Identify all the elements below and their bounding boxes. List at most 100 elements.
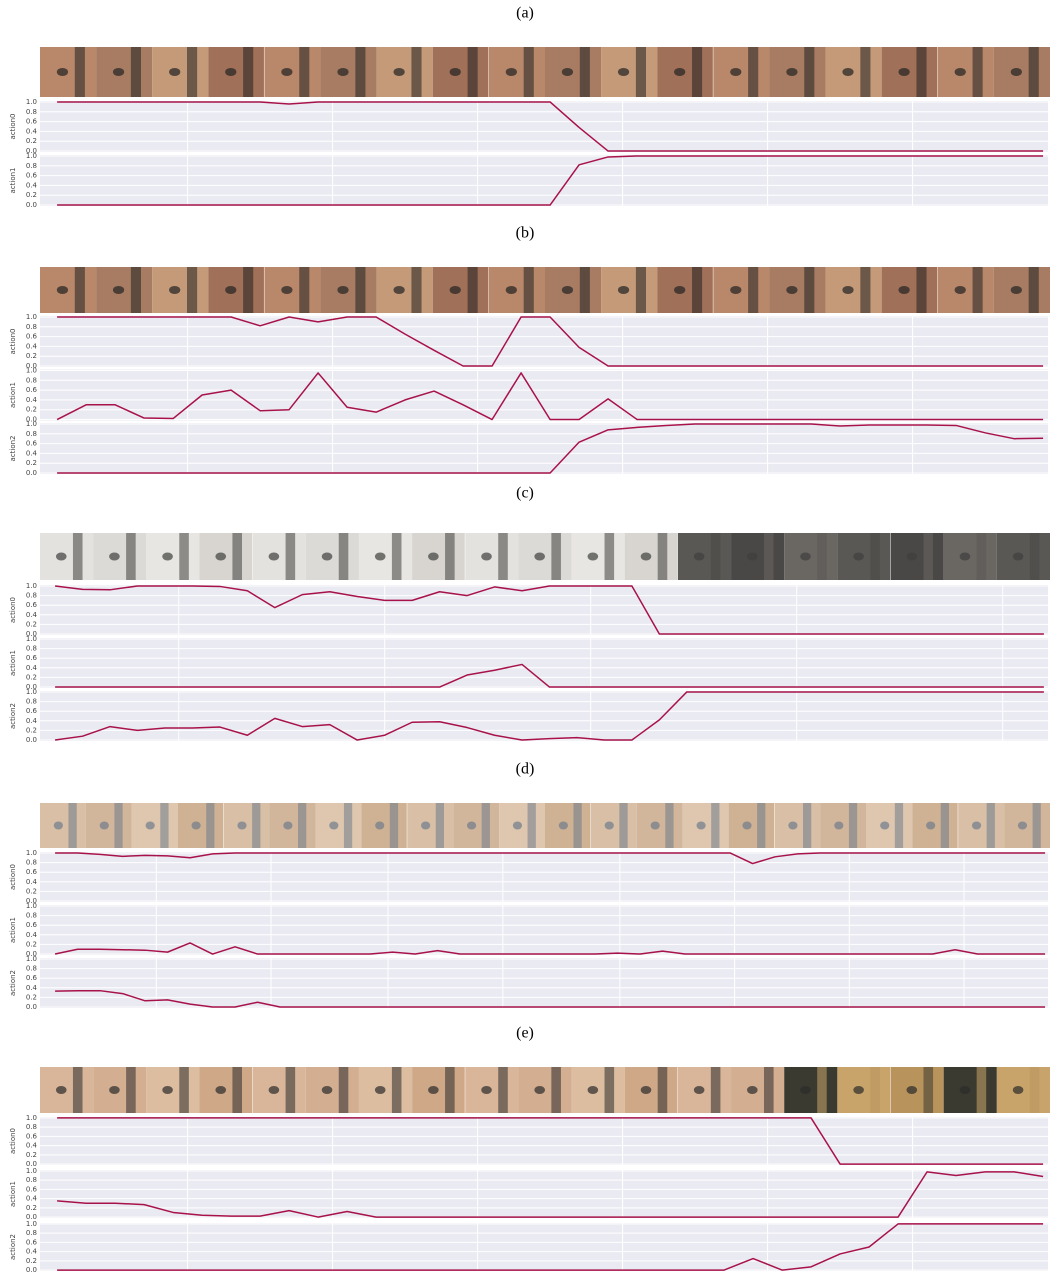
frame-detail <box>73 533 83 580</box>
video-frame <box>264 267 320 313</box>
frame-detail <box>113 286 124 294</box>
frame-detail <box>450 286 461 294</box>
video-frame <box>178 803 224 848</box>
y-tick-label: 0.2 <box>26 887 37 895</box>
frame-detail <box>57 286 68 294</box>
frame-detail <box>804 47 814 97</box>
frame-detail <box>113 68 124 76</box>
frame-detail <box>960 553 971 561</box>
video-frame <box>465 533 518 580</box>
frame-detail <box>730 68 741 76</box>
y-axis-label: action1 <box>9 1181 17 1207</box>
y-tick-label: 1.0 <box>26 98 37 106</box>
y-tick-label: 0.6 <box>26 333 38 341</box>
frame-detail <box>524 47 534 97</box>
video-frame <box>625 1067 678 1113</box>
video-frame <box>361 803 407 848</box>
frame-detail <box>411 267 421 313</box>
frame-detail <box>817 1067 827 1113</box>
frame-detail <box>337 286 348 294</box>
frame-detail <box>658 533 668 580</box>
frame-detail <box>895 803 903 848</box>
frame-detail <box>513 822 522 830</box>
video-frame <box>96 267 152 313</box>
frame-detail <box>849 803 857 848</box>
frame-detail <box>899 68 910 76</box>
frame-detail <box>817 533 827 580</box>
frame-detail <box>283 822 292 830</box>
frame-detail <box>1011 68 1022 76</box>
frame-detail <box>337 68 348 76</box>
y-tick-label: 0.6 <box>26 440 38 448</box>
frame-detail <box>853 1086 864 1094</box>
frame-detail <box>842 286 853 294</box>
frame-detail <box>748 47 758 97</box>
frame-detail <box>298 803 306 848</box>
y-tick-label: 0.0 <box>26 736 37 744</box>
panel-title: (b) <box>516 225 535 242</box>
y-tick-label: 1.0 <box>26 635 37 643</box>
frame-detail <box>468 267 478 313</box>
plot-background <box>40 1170 1048 1218</box>
frame-detail <box>1011 286 1022 294</box>
frame-detail <box>618 68 629 76</box>
y-tick-label: 0.8 <box>26 1123 37 1131</box>
y-tick-label: 0.0 <box>26 201 37 209</box>
y-tick-label: 0.2 <box>26 1204 37 1212</box>
frame-detail <box>786 286 797 294</box>
video-frame <box>591 803 637 848</box>
video-frame <box>465 1067 518 1113</box>
frame-detail <box>243 267 253 313</box>
video-frame <box>270 803 316 848</box>
y-tick-label: 1.0 <box>26 1114 37 1122</box>
y-tick-label: 0.8 <box>26 965 37 973</box>
frame-detail <box>392 1067 402 1113</box>
y-axis-label: action2 <box>9 703 17 729</box>
frame-detail <box>215 553 226 561</box>
video-frame <box>264 47 320 97</box>
frame-detail <box>977 533 987 580</box>
y-tick-label: 0.0 <box>26 469 37 477</box>
y-tick-label: 0.6 <box>26 921 38 929</box>
video-frame <box>731 1067 784 1113</box>
frame-detail <box>215 1086 226 1094</box>
y-tick-label: 1.0 <box>26 955 37 963</box>
frame-detail <box>562 286 573 294</box>
frame-detail <box>674 68 685 76</box>
frame-detail <box>803 803 811 848</box>
frame-detail <box>179 533 189 580</box>
frame-detail <box>281 68 292 76</box>
y-tick-label: 0.2 <box>26 726 37 734</box>
video-frame <box>152 267 208 313</box>
frame-detail <box>445 1067 455 1113</box>
frame-detail <box>281 286 292 294</box>
video-frame <box>208 267 264 313</box>
frame-detail <box>506 286 517 294</box>
plot-background <box>40 958 1048 1008</box>
frame-detail <box>232 1067 242 1113</box>
plot-background <box>40 852 1048 902</box>
frame-detail <box>75 47 85 97</box>
video-frame <box>518 1067 571 1113</box>
frame-detail <box>534 1086 545 1094</box>
frame-detail <box>860 47 870 97</box>
video-frame <box>837 533 890 580</box>
frame-detail <box>299 267 309 313</box>
frame-detail <box>853 553 864 561</box>
frame-detail <box>551 1067 561 1113</box>
frame-detail <box>392 533 402 580</box>
y-tick-label: 0.4 <box>26 1195 38 1203</box>
frame-detail <box>764 533 774 580</box>
frame-detail <box>641 553 652 561</box>
frame-detail <box>711 803 719 848</box>
video-frame <box>412 1067 465 1113</box>
frame-detail <box>187 47 197 97</box>
frame-detail <box>641 1086 652 1094</box>
y-tick-label: 0.8 <box>26 859 37 867</box>
video-frame <box>837 1067 890 1113</box>
frame-detail <box>169 68 180 76</box>
y-axis-label: action1 <box>9 650 17 676</box>
frame-detail <box>481 1086 492 1094</box>
video-frame <box>944 533 997 580</box>
video-frame <box>882 267 938 313</box>
